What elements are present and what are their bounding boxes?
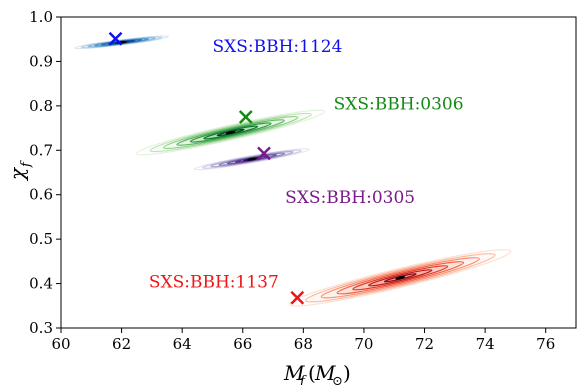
posterior-peak	[246, 157, 257, 161]
y-tick-label: 1.0	[29, 8, 53, 26]
x-tick-label: 68	[294, 335, 313, 353]
svg-text:f: f	[19, 160, 34, 168]
x-tick-label: 66	[233, 335, 252, 353]
posterior-peak	[225, 130, 236, 135]
x-axis-title: M f ( M ⊙ )	[283, 361, 351, 385]
x-tick-label: 70	[354, 335, 373, 353]
x-tick-label: 64	[173, 335, 192, 353]
posterior-contours	[74, 35, 512, 307]
x-tick-label: 60	[51, 335, 70, 353]
posterior-peak	[395, 275, 406, 280]
y-tick-label: 0.5	[29, 230, 53, 248]
svg-text:⊙: ⊙	[332, 374, 343, 385]
x-tick-label: 72	[415, 335, 434, 353]
plot-frame	[60, 16, 577, 329]
series-label: SXS:BBH:1137	[149, 272, 279, 292]
y-tick-label: 0.7	[29, 141, 53, 159]
x-tick-label: 74	[476, 335, 495, 353]
posterior-contour	[136, 109, 326, 156]
y-tick-label: 0.4	[29, 275, 53, 293]
y-tick-label: 0.3	[29, 319, 53, 337]
svg-text:f: f	[299, 374, 307, 385]
series-label: SXS:BBH:1124	[212, 37, 342, 57]
true-value-markers	[108, 31, 305, 305]
x-axis: 60 62 64 66 68 70 72 74 76	[51, 328, 555, 353]
svg-text:χ: χ	[5, 166, 29, 182]
series-label: SXS:BBH:0306	[334, 95, 464, 115]
x-tick-label: 76	[536, 335, 555, 353]
true-value-marker	[238, 110, 253, 124]
y-tick-label: 0.8	[29, 97, 53, 115]
series-labels: SXS:BBH:1124 SXS:BBH:0306 SXS:BBH:0305 SXS:…	[149, 37, 464, 292]
y-tick-label: 0.6	[29, 186, 53, 204]
x-tick-label: 62	[112, 335, 131, 353]
svg-text:): )	[343, 361, 351, 385]
posterior-contour	[289, 249, 512, 307]
svg-text:(: (	[308, 361, 316, 385]
svg-text:M: M	[314, 361, 336, 385]
true-value-marker	[108, 31, 123, 46]
svg-text:M: M	[283, 361, 305, 385]
true-value-marker	[257, 146, 271, 161]
y-axis-title: χ f	[5, 160, 34, 182]
y-tick-label: 0.9	[29, 52, 53, 70]
series-label: SXS:BBH:0305	[285, 188, 415, 208]
true-value-marker	[290, 290, 305, 305]
y-axis: 0.3 0.4 0.5 0.6 0.7 0.8 0.9 1.0	[29, 8, 61, 337]
